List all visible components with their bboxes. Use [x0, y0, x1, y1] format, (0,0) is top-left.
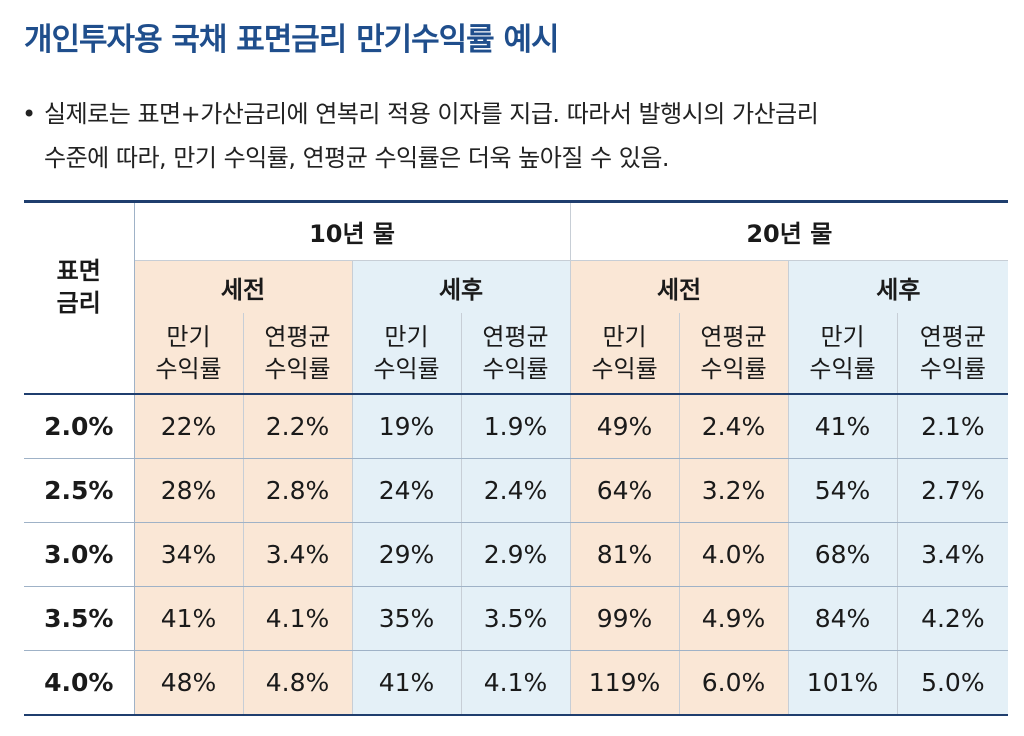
metric-l1: 만기: [602, 323, 647, 351]
value-cell: 2.1%: [897, 394, 1009, 459]
metric-l2: 수익률: [591, 355, 658, 383]
bullet-line-1: 실제로는 표면+가산금리에 연복리 적용 이자를 지급. 따라서 발행시의 가산…: [44, 100, 819, 128]
value-cell: 2.8%: [243, 458, 353, 523]
bullet-note: • 실제로는 표면+가산금리에 연복리 적용 이자를 지급. 따라서 발행시의 …: [22, 92, 1002, 180]
table-row: 4.0% 48% 4.8% 41% 4.1% 119% 6.0% 101% 5.…: [24, 650, 1009, 716]
value-cell: 4.8%: [243, 650, 353, 716]
value-cell: 2.9%: [461, 522, 571, 587]
value-cell: 4.1%: [461, 650, 571, 716]
table-row: 2.5% 28% 2.8% 24% 2.4% 64% 3.2% 54% 2.7%: [24, 458, 1009, 523]
value-cell: 3.2%: [679, 458, 789, 523]
bullet-marker: •: [22, 100, 36, 128]
coupon-rate-cell: 3.5%: [24, 586, 135, 651]
value-cell: 19%: [352, 394, 462, 459]
value-cell: 64%: [570, 458, 680, 523]
value-cell: 3.4%: [243, 522, 353, 587]
metric-l2: 수익률: [482, 355, 549, 383]
metric-l2: 수익률: [373, 355, 440, 383]
value-cell: 28%: [134, 458, 244, 523]
metric-l1: 만기: [384, 323, 429, 351]
value-cell: 6.0%: [679, 650, 789, 716]
metric-l1: 만기: [166, 323, 211, 351]
value-cell: 101%: [788, 650, 898, 716]
value-cell: 3.5%: [461, 586, 571, 651]
value-cell: 4.2%: [897, 586, 1009, 651]
coupon-rate-cell: 2.5%: [24, 458, 135, 523]
value-cell: 119%: [570, 650, 680, 716]
header-20y-aftertax: 세후: [788, 260, 1009, 313]
value-cell: 2.4%: [679, 394, 789, 459]
value-cell: 4.9%: [679, 586, 789, 651]
value-cell: 22%: [134, 394, 244, 459]
metric-l1: 연평균: [264, 323, 331, 351]
value-cell: 4.1%: [243, 586, 353, 651]
table-row: 3.0% 34% 3.4% 29% 2.9% 81% 4.0% 68% 3.4%: [24, 522, 1009, 587]
header-20-year: 20년 물: [570, 200, 1009, 261]
value-cell: 3.4%: [897, 522, 1009, 587]
header-20y-pretax: 세전: [570, 260, 789, 313]
metric-l1: 만기: [820, 323, 865, 351]
value-cell: 68%: [788, 522, 898, 587]
value-cell: 1.9%: [461, 394, 571, 459]
value-cell: 49%: [570, 394, 680, 459]
metric-l2: 수익률: [700, 355, 767, 383]
value-cell: 4.0%: [679, 522, 789, 587]
table-row: 2.0% 22% 2.2% 19% 1.9% 49% 2.4% 41% 2.1%: [24, 394, 1009, 459]
metric-l2: 수익률: [264, 355, 331, 383]
metric-l2: 수익률: [809, 355, 876, 383]
header-coupon-rate-line2: 금리: [56, 289, 101, 317]
value-cell: 41%: [352, 650, 462, 716]
coupon-rate-cell: 3.0%: [24, 522, 135, 587]
value-cell: 24%: [352, 458, 462, 523]
value-cell: 5.0%: [897, 650, 1009, 716]
metric-l1: 연평균: [700, 323, 767, 351]
value-cell: 48%: [134, 650, 244, 716]
value-cell: 99%: [570, 586, 680, 651]
value-cell: 2.7%: [897, 458, 1009, 523]
metric-l1: 연평균: [482, 323, 549, 351]
value-cell: 54%: [788, 458, 898, 523]
coupon-rate-cell: 2.0%: [24, 394, 135, 459]
header-coupon-rate-line1: 표면: [56, 257, 101, 285]
value-cell: 84%: [788, 586, 898, 651]
value-cell: 29%: [352, 522, 462, 587]
value-cell: 35%: [352, 586, 462, 651]
coupon-rate-cell: 4.0%: [24, 650, 135, 716]
header-10-year: 10년 물: [134, 200, 571, 261]
page-title: 개인투자용 국채 표면금리 만기수익률 예시: [24, 22, 560, 58]
value-cell: 41%: [788, 394, 898, 459]
header-10y-pretax: 세전: [134, 260, 353, 313]
value-cell: 2.2%: [243, 394, 353, 459]
header-coupon-rate: 표면 금리: [24, 200, 135, 395]
header-10y-aftertax: 세후: [352, 260, 571, 313]
table-row: 3.5% 41% 4.1% 35% 3.5% 99% 4.9% 84% 4.2%: [24, 586, 1009, 651]
value-cell: 2.4%: [461, 458, 571, 523]
metric-l2: 수익률: [919, 355, 986, 383]
bullet-line-2: 수준에 따라, 만기 수익률, 연평균 수익률은 더욱 높아질 수 있음.: [44, 144, 670, 172]
metric-l1: 연평균: [919, 323, 986, 351]
value-cell: 81%: [570, 522, 680, 587]
metric-l2: 수익률: [155, 355, 222, 383]
value-cell: 41%: [134, 586, 244, 651]
value-cell: 34%: [134, 522, 244, 587]
